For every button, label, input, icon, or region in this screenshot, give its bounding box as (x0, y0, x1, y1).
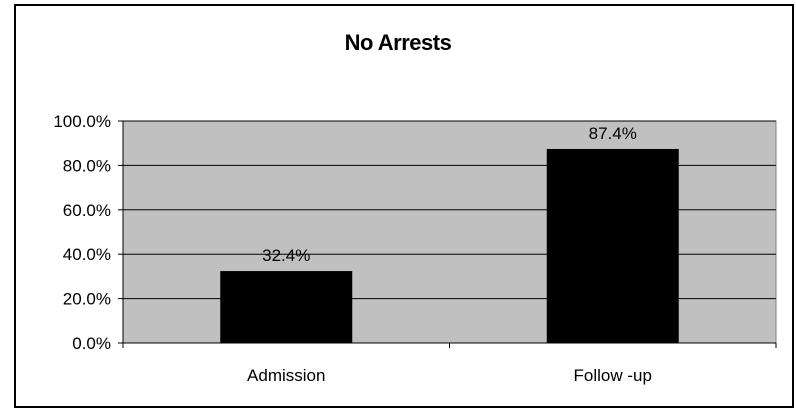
y-tick-label: 20.0% (63, 290, 111, 309)
x-category-label: Follow -up (574, 366, 652, 385)
y-tick-label: 0.0% (72, 334, 111, 353)
data-label: 32.4% (262, 246, 310, 265)
bar (546, 148, 679, 343)
data-label: 87.4% (589, 124, 637, 143)
x-category-label: Admission (247, 366, 325, 385)
y-tick-label: 80.0% (63, 156, 111, 175)
y-tick-label: 40.0% (63, 245, 111, 264)
axes (118, 120, 777, 348)
chart-title: No Arrests (344, 30, 452, 55)
y-tick-label: 60.0% (63, 201, 111, 220)
y-tick-label: 100.0% (53, 112, 111, 131)
bar (220, 271, 353, 343)
labels: 0.0% 20.0% 40.0% 60.0% 80.0% 100.0% 32.4% Admis… (53, 112, 652, 385)
bars (220, 148, 679, 343)
